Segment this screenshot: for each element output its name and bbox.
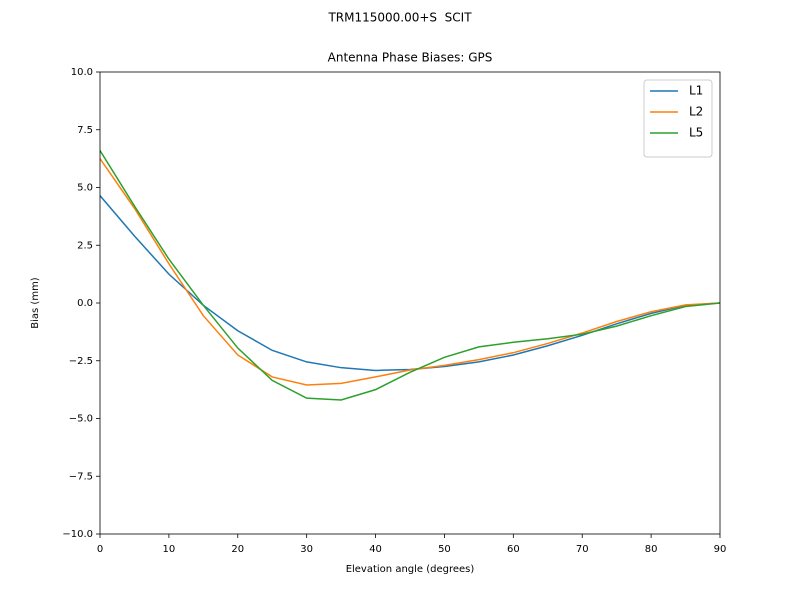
y-tick-label: 0.0 <box>77 298 93 309</box>
x-tick-label: 10 <box>163 544 176 555</box>
x-tick-label: 20 <box>231 544 244 555</box>
legend-label: L5 <box>689 126 703 140</box>
chart-title: Antenna Phase Biases: GPS <box>328 51 493 65</box>
x-tick-label: 40 <box>369 544 382 555</box>
y-tick-label: −2.5 <box>69 356 93 367</box>
series-line <box>99 195 721 372</box>
axes-frame <box>99 71 721 535</box>
x-axis-label: Elevation angle (degrees) <box>346 564 475 575</box>
series-line <box>99 158 721 386</box>
y-tick-label: 5.0 <box>77 183 93 194</box>
y-tick-label: 7.5 <box>77 125 93 136</box>
x-tick-label: 60 <box>507 544 520 555</box>
x-tick-label: 30 <box>300 544 313 555</box>
chart-suptitle: TRM115000.00+S SCIT <box>327 11 472 25</box>
y-axis-label: Bias (mm) <box>30 277 41 329</box>
legend-box <box>643 79 713 158</box>
legend: L1 L2 L5 <box>643 79 713 158</box>
y-tick-label: −7.5 <box>69 471 93 482</box>
y-tick-label: −10.0 <box>62 529 93 540</box>
y-tick-label: 2.5 <box>77 240 93 251</box>
x-tick-label: 70 <box>576 544 589 555</box>
x-tick-label: 0 <box>97 544 103 555</box>
x-tick-label: 50 <box>438 544 451 555</box>
y-tick-label: −5.0 <box>69 414 93 425</box>
legend-label: L1 <box>689 84 703 98</box>
x-tick-label: 90 <box>714 544 727 555</box>
series-line <box>99 150 721 401</box>
y-tick-label: 10.0 <box>71 67 93 78</box>
x-tick-label: 80 <box>645 544 658 555</box>
legend-label: L2 <box>689 105 703 119</box>
